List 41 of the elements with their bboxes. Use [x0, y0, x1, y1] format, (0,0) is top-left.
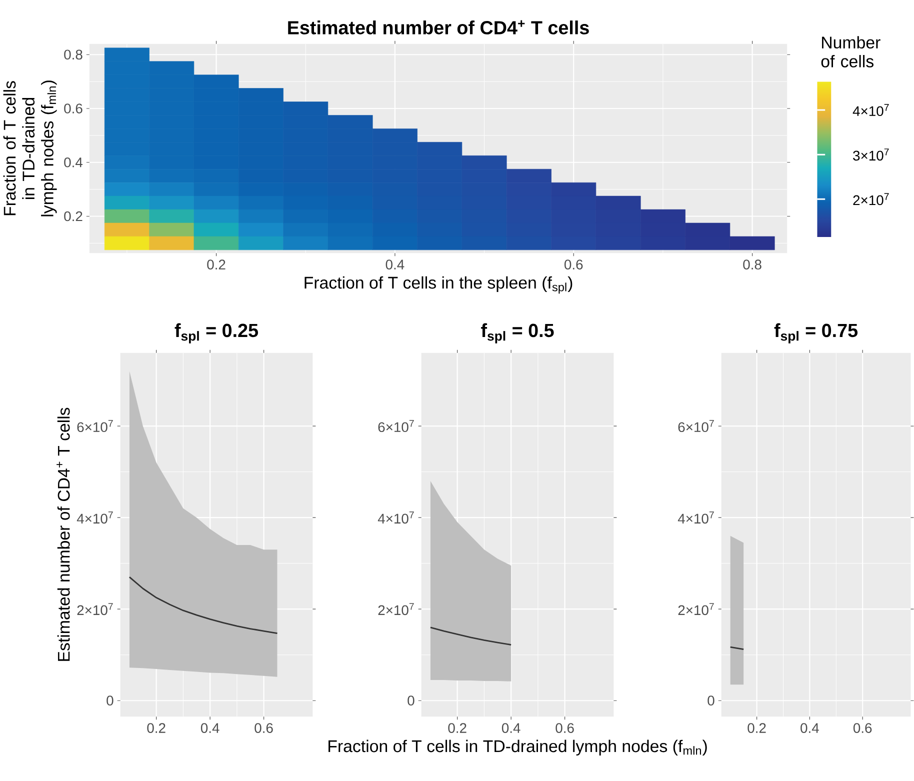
y-tick-label: 0.6: [64, 103, 82, 114]
x-tick-label: 0.4: [800, 722, 819, 733]
y-tick-label: 4×10$^{7}$: [378, 511, 414, 524]
y-axis-title: Estimated number of CD4$^{+}$ T cells: [56, 408, 70, 661]
y-axis-title: Fraction of T cells in TD-drained lymph nodes (f$_{mln}$): [3, 80, 57, 216]
x-axis-title: Fraction of T cells in TD-drained lymph nodes (f$_{mln}$): [328, 740, 707, 756]
y-tick-label: 6×10$^{7}$: [378, 420, 414, 432]
y-tick-label: 4×10$^{7}$: [678, 511, 714, 524]
x-tick-label: 0.4: [502, 722, 520, 733]
x-tick-label: 0.6: [564, 259, 583, 270]
y-tick-label: 6×10$^{7}$: [678, 420, 714, 432]
x-tick-label: 0.6: [556, 722, 574, 733]
y-tick-label: 6×10$^{7}$: [77, 420, 113, 432]
color-bar-label: 3×10$^{7}$: [853, 148, 889, 160]
color-bar-label: 4×10$^{7}$: [852, 104, 889, 116]
line-series: [128, 576, 278, 634]
y-tick-label: 2×10$^{7}$: [77, 602, 113, 615]
x-tick-label: 0.6: [254, 722, 273, 733]
y-tick-label: 0.8: [64, 49, 82, 60]
color-bar-title: Number of cells: [821, 36, 880, 68]
y-tick-label: 0: [106, 695, 114, 706]
chart-title: f$_{spl}$ = 0.25: [174, 323, 258, 344]
y-tick-label: 2×10$^{7}$: [378, 602, 414, 615]
x-tick-label: 0.2: [147, 722, 166, 733]
x-axis-title: Fraction of T cells in the spleen (f$_{spl}$): [304, 276, 572, 294]
y-tick-label: 0.4: [64, 157, 83, 168]
chart-title: f$_{spl}$ = 0.5: [481, 323, 554, 344]
y-tick-label: 4×10$^{7}$: [76, 511, 113, 524]
x-tick-label: 0.2: [207, 259, 226, 270]
x-tick-label: 0.6: [853, 722, 872, 733]
x-tick-label: 0.2: [448, 722, 466, 733]
y-tick-label: 0: [408, 695, 414, 706]
y-tick-label: 0.2: [64, 211, 82, 221]
y-tick-label: 2×10$^{7}$: [678, 602, 714, 615]
y-tick-label: 0: [708, 695, 714, 706]
chart-title: f$_{spl}$ = 0.75: [774, 323, 858, 344]
x-tick-label: 0.2: [748, 722, 766, 733]
x-tick-label: 0.4: [200, 722, 220, 733]
chart-title: Estimated number of CD4$^{+}$ T cells: [288, 20, 589, 34]
x-tick-label: 0.8: [743, 259, 762, 270]
color-bar-label: 2×10$^{7}$: [853, 192, 889, 205]
